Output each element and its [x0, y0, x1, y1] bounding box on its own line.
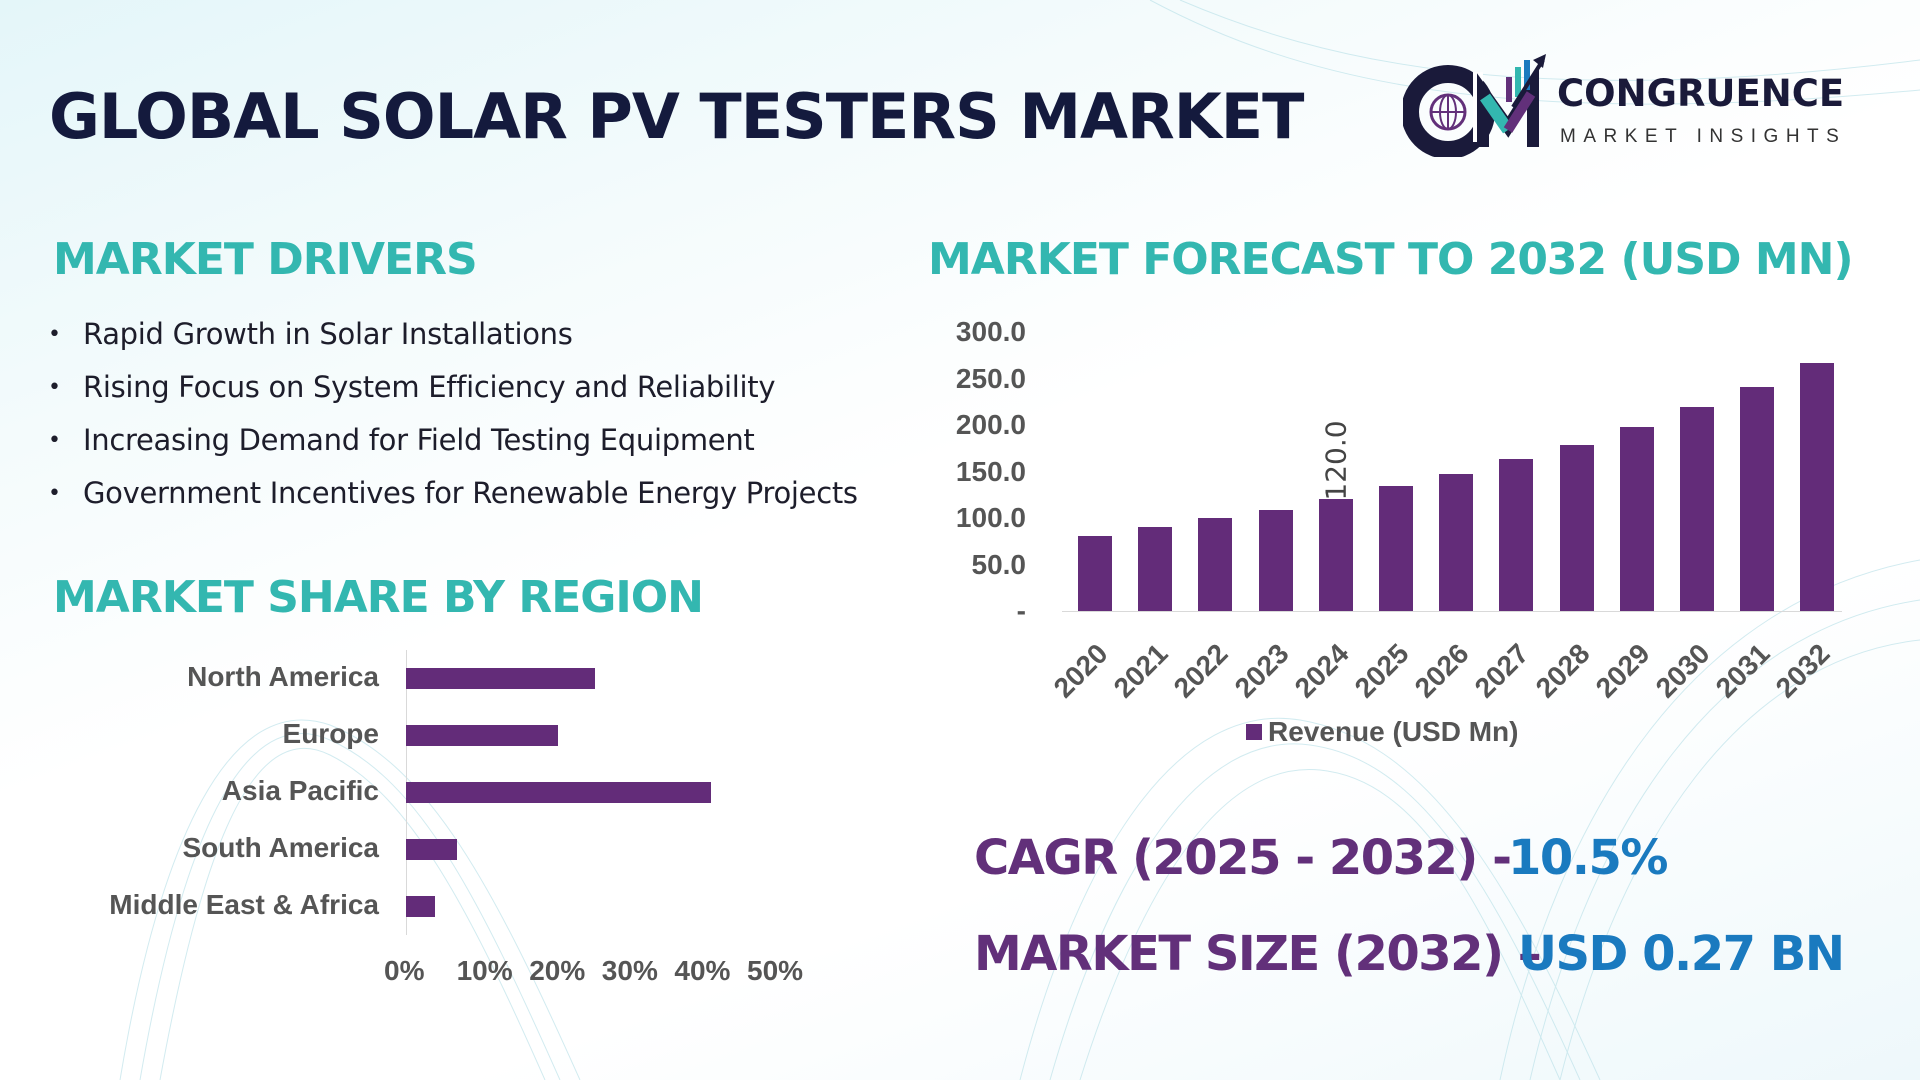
market-size-value: USD 0.27 BN [1518, 926, 1845, 982]
bar-2021 [1138, 527, 1173, 611]
x-axis-line [1062, 611, 1842, 612]
y-tick-label: 250.0 [955, 362, 1026, 394]
region-label: South America [182, 832, 379, 863]
region-label: Asia Pacific [221, 775, 379, 806]
x-tick-label: 50% [747, 955, 804, 986]
x-tick-label: 0% [384, 955, 425, 986]
y-tick-label: 200.0 [955, 409, 1026, 440]
region-label: Middle East & Africa [109, 889, 379, 920]
region-label: Europe [282, 718, 379, 749]
bar-2028 [1559, 444, 1594, 611]
driver-item: Rising Focus on System Efficiency and Re… [48, 361, 872, 414]
bar-2024 [1318, 499, 1353, 611]
x-tick-label: 10% [456, 955, 513, 986]
x-tick-label: 30% [601, 955, 658, 986]
bar-2030 [1680, 407, 1714, 611]
cagr-value: 10.5% [1508, 830, 1669, 886]
region-bar-4 [406, 896, 436, 917]
forecast-heading: MARKET FORECAST TO 2032 (USD MN) [928, 234, 1854, 285]
bar-2022 [1198, 518, 1233, 611]
bar-2020 [1078, 535, 1112, 611]
bar-2026 [1439, 474, 1474, 611]
driver-item: Rapid Growth in Solar Installations [48, 308, 872, 361]
y-tick-label: 150.0 [955, 455, 1026, 487]
market-drivers-heading: MARKET DRIVERS [53, 234, 478, 285]
page-title: GLOBAL SOLAR PV TESTERS MARKET [49, 80, 1304, 153]
drivers-list: Rapid Growth in Solar Installations Risi… [48, 308, 872, 520]
x-tick-label: 40% [674, 955, 731, 986]
bar-2023 [1258, 509, 1293, 611]
logo: CONGRUENCE MARKET INSIGHTS [1403, 52, 1883, 157]
bar-2027 [1499, 459, 1534, 611]
data-label: 120.0 [1319, 420, 1353, 501]
y-tick-label: 300.0 [955, 316, 1026, 347]
y-tick-label: - [1016, 595, 1026, 626]
legend-swatch [1246, 724, 1262, 740]
logo-name: CONGRUENCE [1557, 72, 1845, 115]
region-bar-2 [406, 782, 711, 803]
bar-2032 [1800, 362, 1835, 611]
region-label: North America [187, 661, 379, 692]
bar-2029 [1619, 426, 1654, 611]
region-heading: MARKET SHARE BY REGION [53, 572, 704, 623]
chart-legend: Revenue (USD Mn) [1246, 716, 1518, 748]
logo-tagline: MARKET INSIGHTS [1560, 126, 1847, 147]
x-tick-label: 20% [529, 955, 586, 986]
region-bar-0 [406, 668, 595, 689]
cagr-label: CAGR (2025 - 2032) - [974, 830, 1512, 886]
logo-mark-icon [1403, 54, 1546, 157]
bar-2031 [1740, 386, 1775, 611]
legend-label: Revenue (USD Mn) [1268, 716, 1519, 747]
y-tick-label: 50.0 [971, 548, 1027, 580]
bar-2025 [1379, 486, 1413, 611]
driver-item: Government Incentives for Renewable Ener… [48, 467, 872, 520]
market-size-label: MARKET SIZE (2032) – [974, 926, 1542, 982]
region-bar-3 [406, 839, 457, 860]
driver-item: Increasing Demand for Field Testing Equi… [48, 414, 872, 467]
region-bar-1 [406, 725, 559, 746]
y-tick-label: 100.0 [955, 502, 1026, 533]
